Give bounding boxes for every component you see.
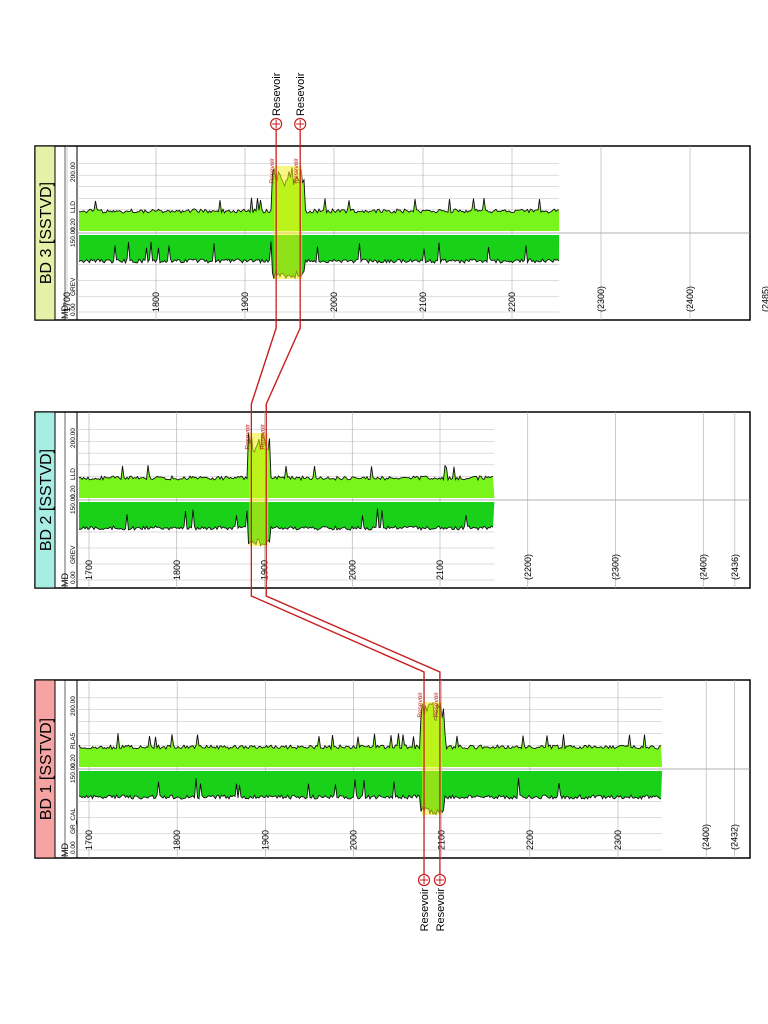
reservoir-highlight	[274, 166, 303, 279]
depth-tick-label: 2100	[437, 830, 447, 850]
formation-top-label-inner: Resevoir	[244, 423, 251, 449]
formation-top-label: Resevoir	[295, 72, 307, 116]
formation-top-label-inner: Resevoir	[293, 157, 300, 183]
resistivity-curve	[78, 167, 559, 215]
well-panel-2: BD 2 [SSTVD]MD 0.00GREV150.000.20LLD200.0…	[34, 411, 751, 589]
resistivity-curve	[78, 702, 662, 751]
correlation-lines: Resevoir Resevoir Resevoir Resevoir	[250, 72, 447, 932]
correlation-line	[265, 320, 301, 412]
depth-tick-label: (2400)	[685, 286, 695, 312]
depth-tick-label: 2200	[525, 830, 535, 850]
depth-tick-label: 2100	[435, 560, 445, 580]
depth-tick-label: 2200	[507, 292, 517, 312]
resistivity-curve-name: RLA5	[70, 732, 77, 749]
correlation-line	[250, 588, 425, 680]
depth-tick-label: (2485)	[761, 286, 768, 312]
resistivity-min: 0.20	[70, 485, 77, 498]
well-title: BD 3 [SSTVD]	[38, 182, 55, 284]
gamma-curve	[78, 777, 662, 816]
gamma-curve	[78, 241, 560, 280]
formation-top-label: Resevoir	[435, 888, 447, 932]
resistivity-min: 0.20	[70, 218, 77, 231]
depth-tick-label: (2300)	[611, 554, 621, 580]
resistivity-curve	[78, 432, 494, 482]
depth-tick-label: 2100	[418, 292, 428, 312]
well-header	[34, 679, 56, 859]
well-title: BD 2 [SSTVD]	[38, 449, 55, 551]
depth-tick-label: (2432)	[729, 824, 739, 850]
depth-tick-label: (2400)	[701, 824, 711, 850]
resistivity-max: 200.00	[70, 696, 77, 716]
gamma-curve-name: GREV	[70, 545, 77, 564]
formation-top-label-inner: Resevoir	[269, 157, 276, 183]
depth-tick-label: 1700	[62, 292, 72, 312]
depth-tick-label: 1900	[260, 560, 270, 580]
gamma-min: 0.00	[70, 841, 77, 854]
depth-tick-label: 2000	[349, 830, 359, 850]
gamma-min: 0.00	[70, 571, 77, 584]
gamma-curve-name: GREV	[70, 277, 77, 296]
depth-tick-label: (2300)	[596, 286, 606, 312]
formation-top-label-inner: Resevoir	[259, 423, 266, 449]
resistivity-max: 200.00	[70, 428, 77, 448]
formation-top-label: Resevoir	[419, 888, 431, 932]
depth-tick-label: 2000	[329, 292, 339, 312]
well-panels: BD 1 [SSTVD]MD 0.00GR_CAL150.000.20RLA520…	[34, 145, 768, 859]
reservoir-highlight	[249, 433, 269, 546]
well-header	[34, 411, 56, 589]
well-header	[34, 145, 56, 321]
gamma-max: 150.00	[70, 763, 77, 783]
formation-top-label-inner: Resevoir	[433, 691, 440, 717]
resistivity-curve-name: LLD	[70, 201, 77, 213]
well-title: BD 1 [SSTVD]	[38, 718, 55, 820]
resistivity-min: 0.20	[70, 754, 77, 767]
depth-tick-label: 1800	[172, 560, 182, 580]
depth-tick-label: (2400)	[698, 554, 708, 580]
depth-tick-label: 2000	[347, 560, 357, 580]
depth-tick-label: 1700	[84, 830, 94, 850]
gamma-fill	[79, 502, 495, 546]
depth-tick-label: 1900	[240, 292, 250, 312]
reservoir-highlight	[422, 702, 442, 815]
correlation-line	[265, 588, 441, 680]
resistivity-max: 200.00	[70, 162, 77, 182]
resistivity-fill	[79, 167, 560, 231]
depth-tick-label: 1700	[84, 560, 94, 580]
formation-top-label-inner: Resevoir	[417, 691, 424, 717]
gamma-curve	[78, 508, 494, 547]
formation-top-label: Resevoir	[271, 72, 283, 116]
well-panel-3: BD 3 [SSTVD]MD 0.00GREV150.000.20LLD200.0…	[34, 145, 768, 321]
correlation-line	[250, 320, 277, 412]
well-panel-1: BD 1 [SSTVD]MD 0.00GR_CAL150.000.20RLA520…	[34, 679, 751, 859]
depth-tick-label: 1800	[172, 830, 182, 850]
gamma-fill	[79, 235, 560, 279]
resistivity-fill	[79, 703, 663, 767]
depth-tick-label: (2200)	[523, 554, 533, 580]
gamma-curve-name: GR_CAL	[70, 808, 77, 834]
depth-tick-label: 1900	[260, 830, 270, 850]
depth-tick-label: 1800	[151, 292, 161, 312]
depth-tick-label: 2300	[613, 830, 623, 850]
gamma-max: 150.00	[70, 227, 77, 247]
gamma-min: 0.00	[70, 303, 77, 316]
depth-tick-label: (2436)	[730, 554, 740, 580]
gamma-fill	[79, 771, 663, 815]
gamma-max: 150.00	[70, 494, 77, 514]
resistivity-curve-name: LLD	[70, 468, 77, 480]
resistivity-fill	[79, 433, 495, 498]
